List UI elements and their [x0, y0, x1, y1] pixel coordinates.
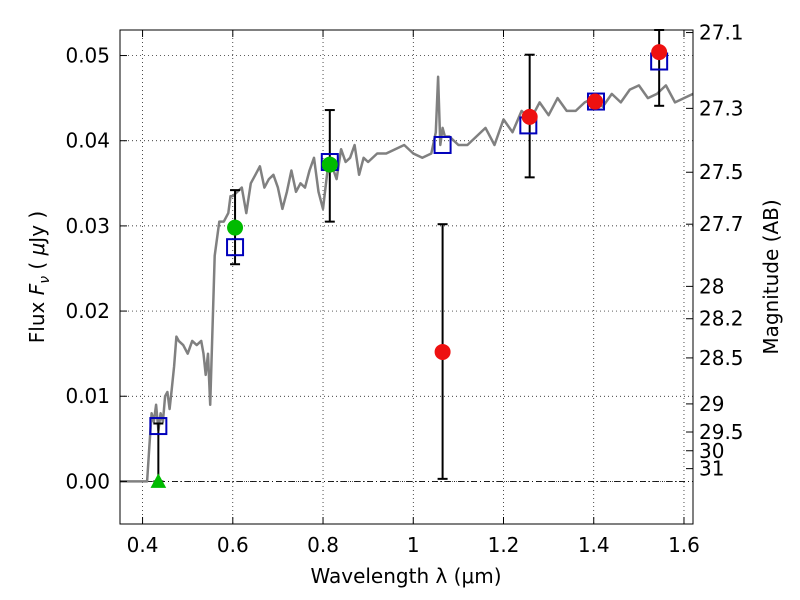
- data-circle-marker: [651, 44, 668, 61]
- y2-tick-label: 28.2: [699, 307, 744, 331]
- data-markers: [149, 44, 669, 488]
- spectrum-line: [120, 75, 694, 483]
- y-axis-label: Flux Fν ( μJy ): [25, 211, 53, 343]
- model-square-marker: [149, 417, 168, 436]
- model-square-marker: [226, 238, 245, 257]
- data-circle-marker: [321, 156, 338, 173]
- y2-tick-label: 29: [699, 392, 724, 416]
- y-axis-ticks: 0.00 0.01 0.02 0.03 0.04 0.05: [65, 44, 127, 493]
- y2-tick-label: 28: [699, 274, 724, 298]
- data-circle-marker: [434, 343, 451, 360]
- data-circle-marker: [521, 108, 538, 125]
- y2-axis-label: Magnitude (AB): [759, 199, 783, 354]
- model-square-marker: [433, 135, 452, 154]
- y-axis-label-unit: Jy ): [25, 211, 49, 245]
- y2-tick-label: 28.5: [699, 346, 744, 370]
- y2-tick-label: 29.5: [699, 420, 744, 444]
- y-tick-label: 0.03: [65, 214, 110, 238]
- plot-frame: [119, 29, 694, 525]
- y-axis-label-open: (: [25, 255, 49, 276]
- x-tick-label: 0.4: [127, 533, 159, 557]
- y2-tick-label: 27.5: [699, 160, 744, 184]
- y2-tick-label: 30: [699, 439, 724, 463]
- y-tick-label: 0.02: [65, 299, 110, 323]
- y-axis-label-subscript: ν: [37, 276, 53, 284]
- x-tick-label: 0.6: [217, 533, 249, 557]
- y2-tick-label: 31: [699, 457, 724, 481]
- x-tick-label: 0.8: [307, 533, 339, 557]
- y-tick-label: 0.01: [65, 384, 110, 408]
- x-axis-ticks: 0.4 0.6 0.8 1 1.2 1.4 1.6: [127, 30, 700, 557]
- x-tick-label: 1.2: [488, 533, 520, 557]
- x-axis-label: Wavelength λ (μm): [310, 564, 501, 588]
- y-tick-label: 0.04: [65, 129, 110, 153]
- y2-tick-label: 27.3: [699, 96, 744, 120]
- y-axis-label-mu: μ: [25, 243, 49, 257]
- x-tick-label: 1.4: [578, 533, 610, 557]
- y-axis-label-symbol: F: [25, 283, 49, 295]
- data-circle-marker: [227, 219, 244, 236]
- upper-limit-triangle-marker: [150, 473, 167, 488]
- x-tick-label: 1.6: [668, 533, 700, 557]
- model-spectrum: [120, 75, 694, 483]
- y-tick-label: 0.05: [65, 44, 110, 68]
- y-tick-label: 0.00: [65, 469, 110, 493]
- y2-tick-label: 27.1: [699, 21, 744, 45]
- data-circle-marker: [587, 93, 604, 110]
- y2-tick-label: 27.7: [699, 212, 744, 236]
- y-axis-label-prefix: Flux: [25, 295, 49, 343]
- x-tick-label: 1: [407, 533, 420, 557]
